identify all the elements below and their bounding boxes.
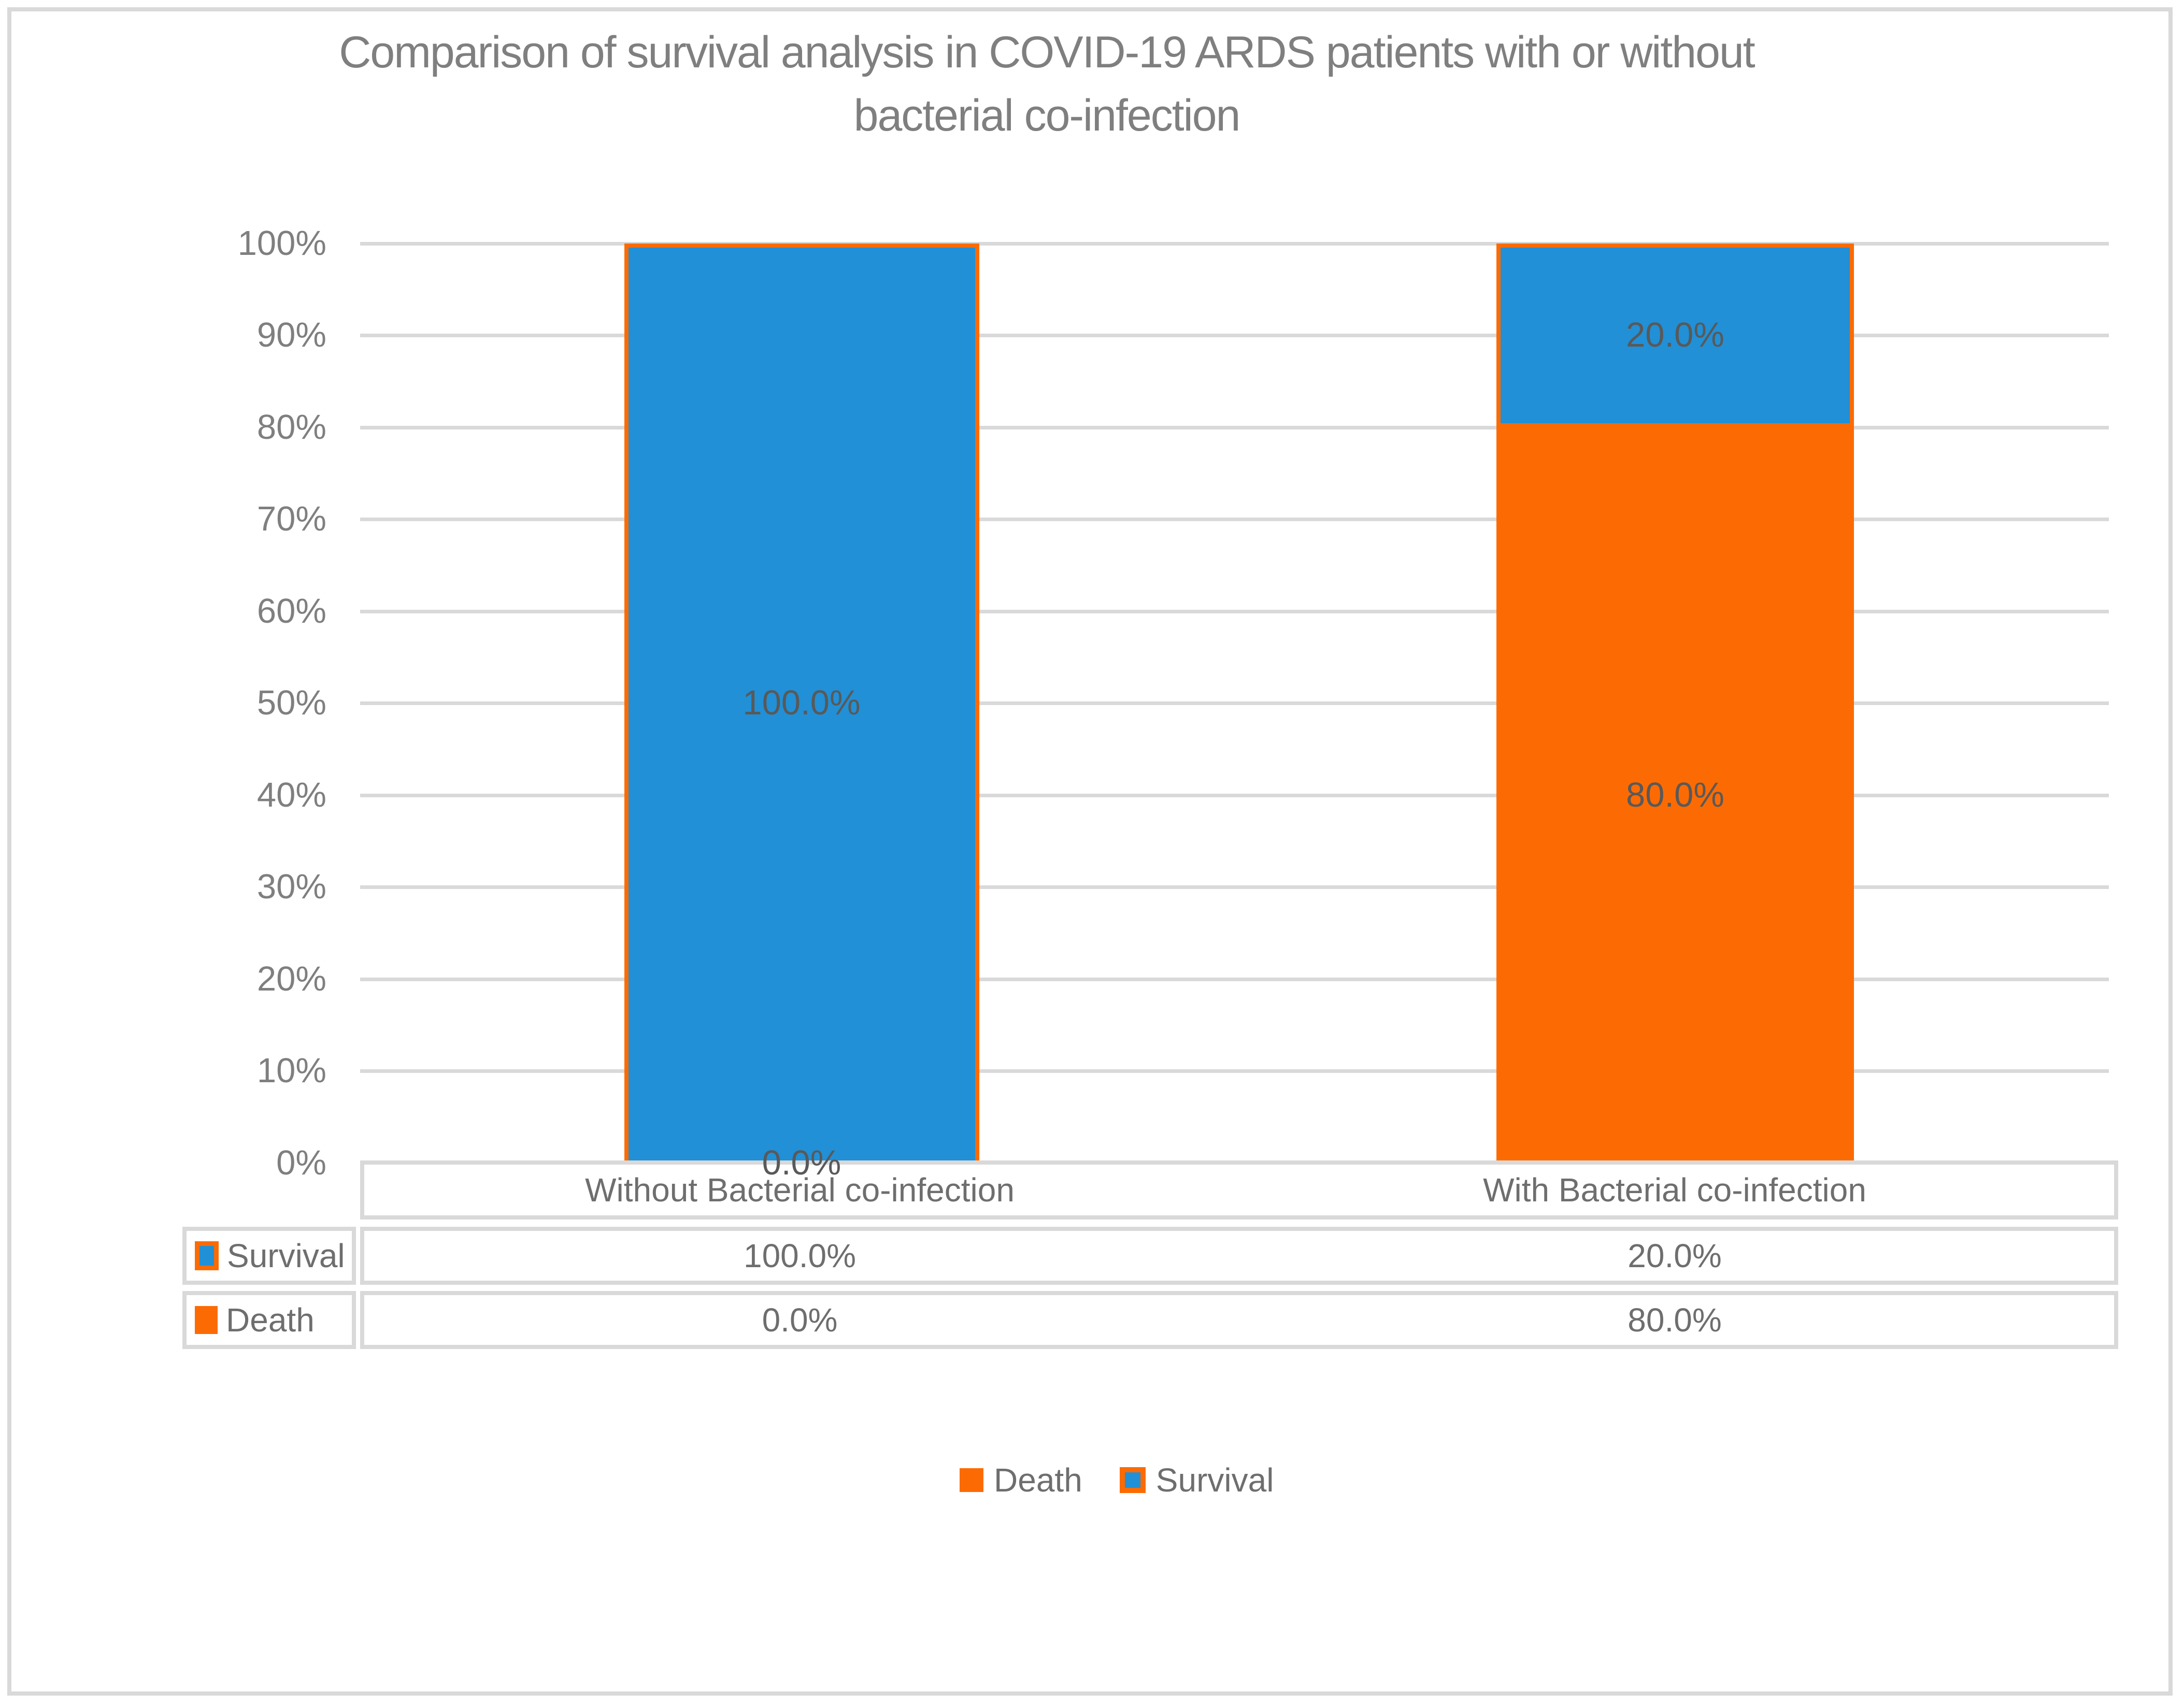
gridline-70 [360,518,2109,521]
y-tick-20: 20% [256,959,326,998]
table-row-label-survival: Survival [182,1227,356,1285]
chart-title-line2: bacterial co-infection [853,91,1241,140]
data-label-survival-20: 20.0% [1626,315,1724,354]
table-header-with-coinfection: With Bacterial co-infection [1235,1160,2118,1220]
bar-with-coinfection-death [1496,427,1854,1163]
table-header-without-coinfection: Without Bacterial co-infection [360,1160,1239,1220]
chart-title: Comparison of survival analysis in COVID… [0,21,2093,147]
gridline-40 [360,794,2109,797]
legend-label-survival: Survival [1155,1461,1274,1499]
table-row-label: Survival [227,1237,345,1274]
survival-legend-key-icon [195,1241,219,1270]
table-cell-survival-with: 20.0% [1235,1227,2118,1285]
table-cell-survival-without: 100.0% [360,1227,1239,1285]
y-tick-50: 50% [256,683,326,722]
table-cell-value: 0.0% [762,1301,838,1339]
table-cell-value: 100.0% [743,1237,857,1274]
chart-legend: Death Survival [960,1457,1274,1503]
y-tick-10: 10% [256,1051,326,1090]
gridline-50 [360,701,2109,705]
bar-with-coinfection-survival [1496,243,1854,427]
gridline-60 [360,610,2109,613]
legend-item-survival: Survival [1119,1461,1274,1499]
gridline-10 [360,1069,2109,1073]
table-cell-value: 80.0% [1628,1301,1722,1339]
data-label-survival-100: 100.0% [743,683,861,722]
y-tick-70: 70% [256,499,326,538]
y-tick-60: 60% [256,592,326,630]
table-cell-value: 20.0% [1628,1237,1722,1274]
y-tick-80: 80% [256,408,326,447]
chart-outer-border [7,7,2173,1696]
table-header-label: With Bacterial co-infection [1483,1171,1866,1209]
legend-item-death: Death [960,1461,1082,1499]
y-tick-100: 100% [237,224,326,263]
bar-without-coinfection-survival [624,243,979,1163]
legend-label-death: Death [994,1461,1082,1499]
y-tick-30: 30% [256,867,326,906]
y-tick-90: 90% [256,315,326,354]
gridline-100 [360,242,2109,246]
death-legend-key-icon [195,1306,218,1334]
y-tick-0: 0% [276,1143,326,1182]
gridline-30 [360,885,2109,889]
chart-title-line1: Comparison of survival analysis in COVID… [339,27,1755,77]
gridline-20 [360,978,2109,981]
data-label-death-0: 0.0% [762,1143,841,1182]
death-swatch-icon [960,1468,983,1492]
gridline-90 [360,334,2109,337]
gridline-80 [360,426,2109,429]
data-label-death-80: 80.0% [1626,776,1724,814]
survival-swatch-icon [1119,1467,1146,1493]
y-tick-40: 40% [256,776,326,814]
table-cell-death-with: 80.0% [1235,1291,2118,1349]
table-row-label-death: Death [182,1291,356,1349]
table-header-label: Without Bacterial co-infection [585,1171,1015,1209]
table-cell-death-without: 0.0% [360,1291,1239,1349]
table-row-label: Death [226,1301,315,1339]
